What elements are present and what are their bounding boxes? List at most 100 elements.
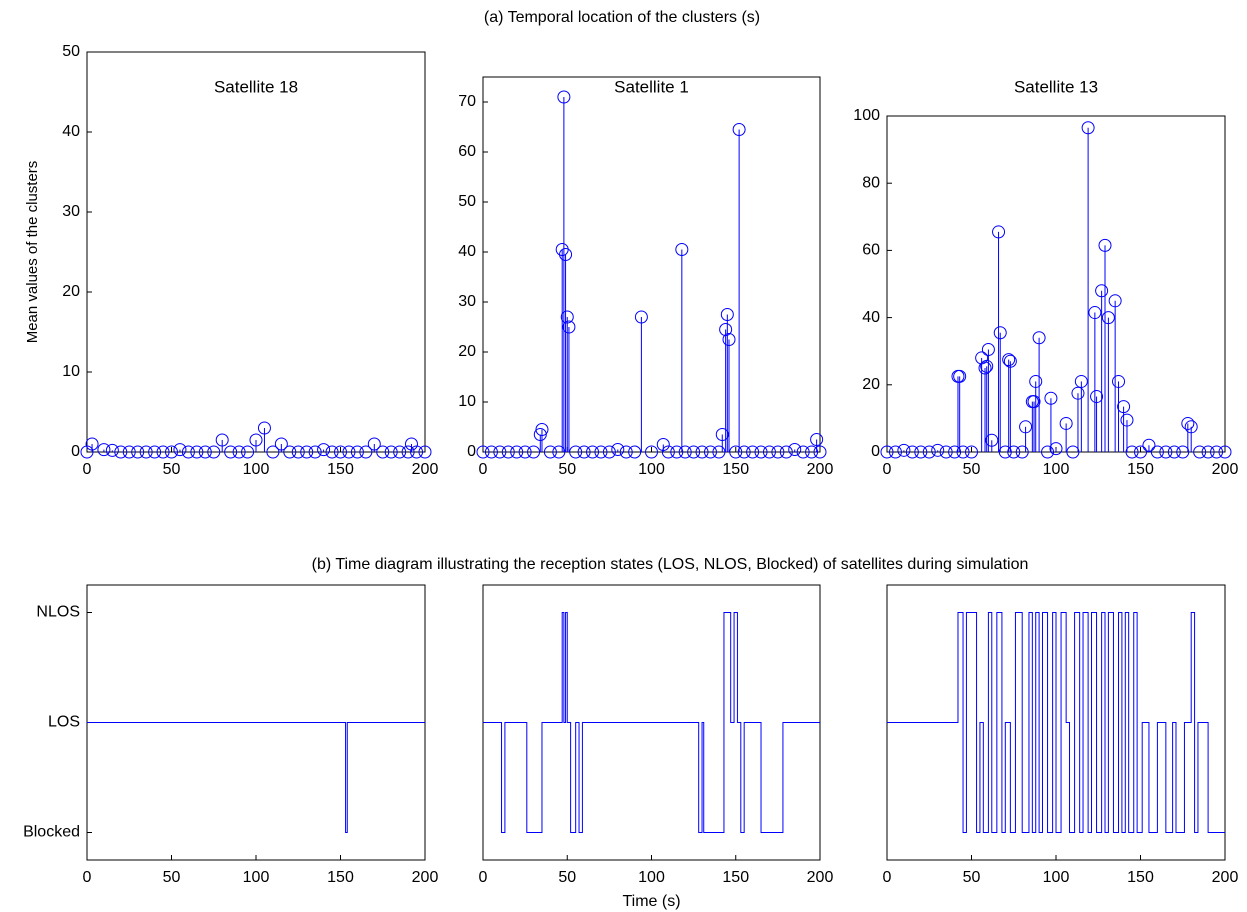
x-tick-label: 0 bbox=[83, 461, 92, 478]
section-title: (b) Time diagram illustrating the recept… bbox=[312, 556, 1029, 573]
stem-marker bbox=[1032, 331, 1046, 345]
stem-marker bbox=[1167, 445, 1181, 459]
stem-marker bbox=[678, 445, 692, 459]
y-tick-label: 30 bbox=[458, 293, 476, 310]
y-tick-label: 50 bbox=[458, 193, 476, 210]
stem-marker bbox=[1101, 311, 1115, 325]
stem-marker bbox=[1059, 416, 1073, 430]
stem-marker bbox=[948, 445, 962, 459]
subplot-title: Satellite 13 bbox=[1014, 77, 1098, 96]
stem-marker bbox=[1088, 306, 1102, 320]
x-tick-label: 50 bbox=[558, 869, 576, 886]
stem-marker bbox=[501, 445, 515, 459]
y-tick-label: 80 bbox=[862, 174, 880, 191]
stem-marker bbox=[985, 433, 999, 447]
stem-marker bbox=[953, 369, 967, 383]
stem-marker bbox=[131, 445, 145, 459]
stem-marker bbox=[619, 445, 633, 459]
stem-marker bbox=[1095, 284, 1109, 298]
section-title: (a) Temporal location of the clusters (s… bbox=[484, 9, 760, 26]
stem-marker bbox=[1181, 416, 1195, 430]
stem-marker bbox=[1071, 386, 1085, 400]
stem-marker bbox=[181, 445, 195, 459]
stem-marker bbox=[888, 445, 902, 459]
state-line bbox=[887, 612, 1225, 833]
stem-marker bbox=[1074, 374, 1088, 388]
x-tick-label: 50 bbox=[963, 461, 981, 478]
stem-marker bbox=[788, 443, 802, 456]
x-tick-label: 150 bbox=[327, 461, 354, 478]
stem-marker bbox=[1184, 420, 1198, 434]
stem-marker bbox=[393, 445, 407, 459]
stem-marker bbox=[1112, 374, 1126, 388]
x-tick-label: 0 bbox=[883, 869, 892, 886]
stem-marker bbox=[1066, 445, 1080, 459]
stem-marker bbox=[376, 445, 390, 459]
y-tick-label: 40 bbox=[458, 243, 476, 260]
stem-marker bbox=[762, 445, 776, 459]
stem-marker bbox=[533, 428, 547, 441]
stem-marker bbox=[207, 445, 221, 459]
stem-marker bbox=[931, 443, 945, 457]
x-tick-label: 200 bbox=[807, 461, 834, 478]
stem-marker bbox=[771, 445, 785, 459]
x-tick-label: 100 bbox=[1043, 869, 1070, 886]
stem-marker bbox=[543, 445, 557, 459]
y-tick-label: 10 bbox=[62, 363, 80, 380]
stem-marker bbox=[779, 445, 793, 459]
stem-marker bbox=[404, 437, 418, 451]
stem-marker bbox=[1041, 445, 1055, 459]
y-tick-label: 100 bbox=[853, 107, 880, 124]
stem-marker bbox=[905, 445, 919, 459]
stem-marker bbox=[80, 445, 94, 459]
x-axis-label: Time (s) bbox=[622, 893, 680, 910]
stem-marker bbox=[1002, 353, 1016, 367]
x-tick-label: 150 bbox=[722, 461, 749, 478]
stem-marker bbox=[703, 445, 717, 459]
x-tick-label: 50 bbox=[163, 461, 181, 478]
y-tick-label: 50 bbox=[62, 43, 80, 60]
x-tick-label: 100 bbox=[243, 869, 270, 886]
x-tick-label: 100 bbox=[1043, 461, 1070, 478]
stem-marker bbox=[1142, 438, 1156, 452]
x-tick-label: 50 bbox=[963, 869, 981, 886]
stem-marker bbox=[334, 445, 347, 459]
stem-marker bbox=[122, 445, 136, 459]
stem-marker bbox=[998, 445, 1012, 459]
subplot-title: Satellite 1 bbox=[614, 77, 689, 96]
stem-marker bbox=[656, 438, 670, 451]
y-tick-label: 40 bbox=[62, 123, 80, 140]
y-tick-label: 60 bbox=[458, 143, 476, 160]
stem-marker bbox=[232, 445, 246, 459]
stem-marker bbox=[810, 433, 824, 446]
stem-marker bbox=[577, 445, 591, 459]
x-tick-label: 150 bbox=[1127, 461, 1154, 478]
y-tick-label: 20 bbox=[62, 283, 80, 300]
y-tick-label: 60 bbox=[862, 242, 880, 259]
stem-marker bbox=[384, 445, 398, 459]
stem-marker bbox=[880, 445, 894, 459]
stem-marker bbox=[1019, 420, 1033, 434]
stem-marker bbox=[139, 445, 153, 459]
stem-marker bbox=[148, 445, 162, 459]
stem-marker bbox=[922, 445, 936, 459]
stem-marker bbox=[1098, 238, 1112, 252]
stem-marker bbox=[85, 437, 99, 451]
state-line bbox=[483, 612, 820, 833]
x-tick-label: 0 bbox=[83, 869, 92, 886]
axes-box bbox=[86, 51, 426, 453]
x-tick-label: 0 bbox=[883, 461, 892, 478]
stem-marker bbox=[628, 445, 642, 459]
stem-marker bbox=[992, 225, 1006, 239]
stem-marker bbox=[914, 445, 928, 459]
stem-marker bbox=[980, 359, 994, 373]
stem-marker bbox=[1108, 294, 1122, 308]
x-tick-label: 50 bbox=[558, 461, 576, 478]
subplot-title: Satellite 18 bbox=[214, 77, 298, 96]
x-tick-label: 200 bbox=[412, 869, 439, 886]
stem-marker bbox=[687, 445, 701, 459]
stem-marker bbox=[518, 445, 532, 459]
y-tick-label: NLOS bbox=[36, 604, 80, 621]
x-tick-label: 200 bbox=[1212, 869, 1239, 886]
stem-marker bbox=[410, 445, 424, 459]
